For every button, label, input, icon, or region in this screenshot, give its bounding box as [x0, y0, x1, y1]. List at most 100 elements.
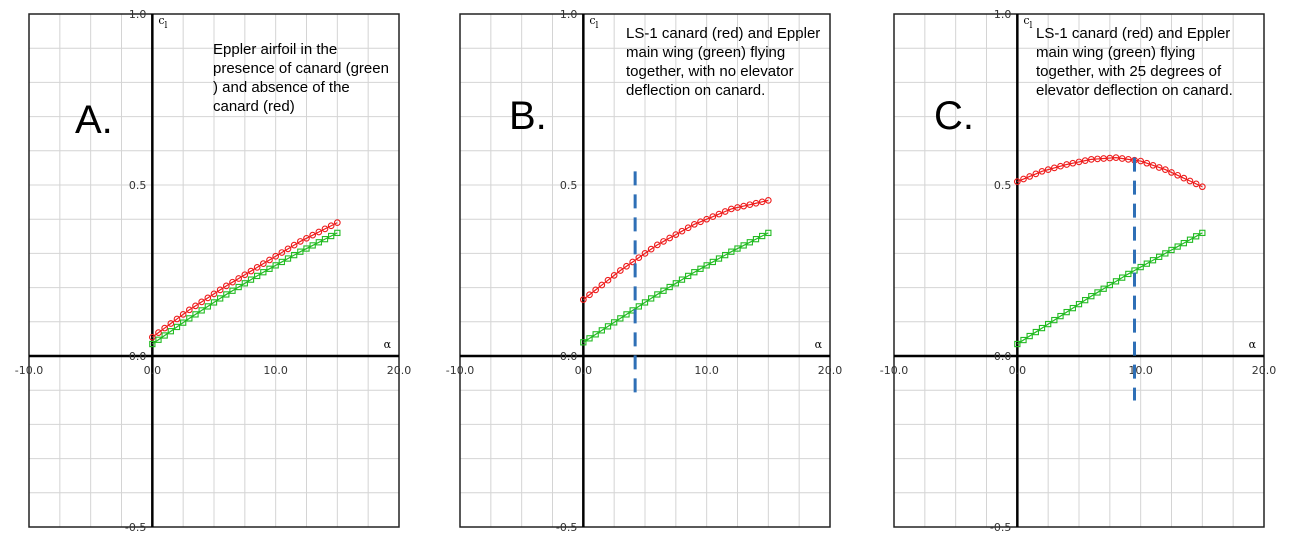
- data-point: [678, 276, 686, 283]
- x-tick-label: -10.0: [15, 364, 43, 377]
- x-axis-label: α: [1249, 338, 1257, 351]
- chart-panel-b: -10.0 0.0 10.0 20.0 -0.5 0.0 0.5 1.0 α cl B. LS-1…: [446, 0, 848, 537]
- x-tick-label: 10.0: [263, 364, 288, 377]
- data-point: [617, 315, 624, 322]
- data-point: [629, 258, 637, 266]
- y-tick-label: 1.0: [129, 8, 147, 21]
- data-point: [660, 238, 667, 245]
- data-point: [210, 299, 218, 306]
- data-point: [666, 283, 673, 291]
- data-point: [1032, 170, 1040, 178]
- x-tick-label: -10.0: [880, 364, 908, 377]
- data-point: [759, 232, 766, 240]
- data-point: [611, 319, 618, 326]
- data-point: [1038, 324, 1046, 332]
- data-point: [253, 264, 261, 271]
- data-point: [641, 299, 649, 306]
- y-tick-label: -0.5: [990, 521, 1011, 534]
- data-point: [328, 232, 335, 240]
- data-point: [684, 224, 692, 232]
- data-point: [604, 276, 612, 284]
- data-point: [284, 245, 292, 253]
- series-line: [151, 222, 338, 338]
- data-point: [1106, 281, 1113, 289]
- x-axis-label: α: [815, 338, 823, 351]
- data-point: [722, 251, 729, 259]
- data-point: [752, 236, 760, 243]
- data-point: [1143, 159, 1151, 167]
- data-point: [1192, 180, 1200, 188]
- chart-annotation: LS-1 canard (red) and Eppler main wing (…: [1036, 25, 1233, 99]
- y-axis-label: cl: [589, 14, 598, 31]
- series-line: [583, 232, 769, 343]
- data-point: [592, 286, 600, 294]
- data-point: [728, 248, 735, 255]
- data-point: [721, 208, 729, 215]
- data-point: [198, 298, 206, 306]
- data-point: [598, 281, 606, 289]
- data-point: [740, 202, 748, 210]
- data-point: [703, 262, 710, 269]
- data-point: [703, 215, 711, 223]
- data-point: [1057, 162, 1064, 170]
- y-axis-label: cl: [158, 14, 167, 31]
- x-tick-label: 20.0: [387, 364, 412, 377]
- data-point: [623, 311, 630, 318]
- data-point: [278, 258, 285, 266]
- data-point: [1094, 289, 1101, 296]
- data-point: [672, 231, 680, 238]
- data-point: [672, 280, 679, 287]
- data-point: [167, 328, 174, 335]
- data-point: [709, 213, 717, 220]
- data-point: [1149, 161, 1157, 169]
- data-point: [592, 331, 599, 338]
- data-point: [1198, 183, 1206, 191]
- data-point: [272, 252, 280, 260]
- data-point: [666, 234, 674, 242]
- data-point: [623, 262, 630, 270]
- data-point: [1125, 270, 1132, 278]
- data-point: [247, 276, 255, 283]
- data-point: [697, 218, 704, 226]
- data-point: [327, 222, 335, 230]
- data-point: [1100, 285, 1107, 292]
- data-point: [278, 249, 286, 256]
- y-tick-label: 0.0: [994, 350, 1012, 363]
- y-tick-label: 0.0: [129, 350, 147, 363]
- data-point: [647, 245, 655, 253]
- series-group: [1014, 229, 1206, 348]
- data-point: [192, 311, 199, 318]
- data-point: [1162, 250, 1169, 257]
- data-point: [598, 327, 605, 334]
- data-point: [1069, 159, 1077, 167]
- data-point: [1051, 316, 1058, 324]
- data-point: [1124, 156, 1132, 163]
- data-point: [715, 255, 723, 262]
- data-point: [1026, 332, 1033, 340]
- plot-frame: [28, 13, 400, 528]
- data-point: [186, 315, 193, 322]
- data-point: [217, 295, 224, 302]
- data-point: [173, 315, 181, 323]
- data-point: [1020, 336, 1027, 344]
- data-point: [685, 272, 692, 280]
- data-point: [586, 291, 593, 299]
- data-point: [241, 280, 248, 287]
- data-point: [149, 340, 156, 348]
- data-point: [648, 295, 655, 302]
- data-point: [1137, 263, 1144, 271]
- data-point: [1119, 274, 1126, 281]
- data-point: [204, 303, 211, 310]
- data-point: [1063, 161, 1071, 168]
- y-tick-label: -0.5: [125, 521, 146, 534]
- data-point: [161, 332, 168, 339]
- data-point: [309, 242, 316, 249]
- data-point: [1199, 229, 1206, 237]
- data-point: [1180, 174, 1188, 182]
- data-point: [222, 282, 230, 290]
- chart-annotation: Eppler airfoil in the presence of canard…: [213, 41, 389, 115]
- data-point: [660, 287, 667, 294]
- data-point: [764, 197, 772, 204]
- x-tick-label: 0.0: [144, 364, 162, 377]
- data-point: [727, 205, 735, 213]
